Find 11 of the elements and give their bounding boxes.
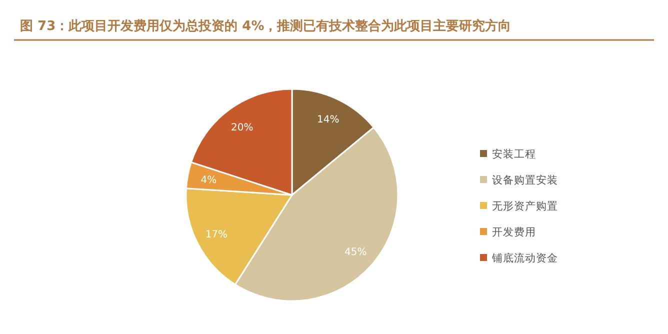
legend-label: 设备购置安装 — [492, 174, 558, 186]
data-label: 14% — [316, 114, 340, 126]
legend-label: 开发费用 — [492, 226, 536, 238]
data-label: 45% — [344, 247, 367, 258]
legend-label: 铺底流动资金 — [491, 252, 558, 264]
data-label: 20% — [231, 122, 254, 134]
chart-title: 图 73：此项目开发费用仅为总投资的 4%，推测已有技术整合为此项目主要研究方向 — [20, 18, 512, 34]
data-label: 17% — [205, 230, 228, 240]
legend-label: 安装工程 — [492, 148, 536, 160]
legend-label: 无形资产购置 — [492, 200, 558, 212]
data-label: 4% — [200, 175, 217, 186]
